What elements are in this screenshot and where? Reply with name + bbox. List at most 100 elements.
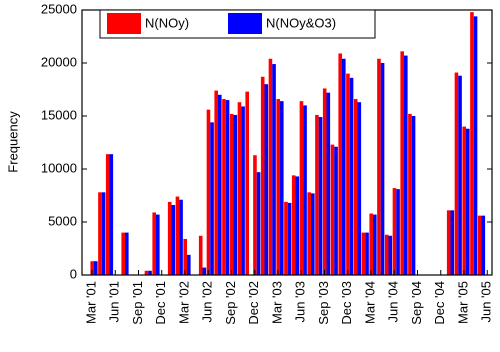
x-tick-label: Dec '03 [339, 281, 354, 325]
bar [241, 106, 245, 276]
bar [179, 199, 183, 275]
bar [462, 126, 466, 275]
bar [477, 215, 482, 275]
bar [198, 235, 203, 275]
bar [98, 192, 102, 275]
bar [295, 176, 300, 275]
bar [346, 73, 350, 275]
bar [466, 128, 470, 275]
bar [144, 270, 149, 275]
bar [315, 114, 319, 275]
x-tick-label: Jun '05 [479, 281, 494, 323]
bar [148, 270, 152, 275]
bar [481, 215, 486, 275]
bar [256, 172, 261, 275]
bar [322, 88, 327, 275]
legend-label: N(NOy&O3) [266, 15, 336, 30]
bar [171, 205, 176, 275]
bar [206, 109, 211, 275]
bar [349, 77, 354, 275]
bar [272, 64, 276, 275]
bar [303, 105, 307, 276]
x-tick-label: Jun '04 [386, 281, 401, 323]
bar [218, 94, 222, 275]
bar [334, 146, 338, 275]
y-tick-label: 10000 [41, 160, 77, 175]
bar [94, 261, 98, 275]
bar [373, 214, 377, 275]
x-tick-label: Sep '03 [316, 281, 331, 325]
bar [276, 99, 280, 275]
bar [377, 58, 381, 276]
bar [156, 214, 160, 275]
x-tick-label: Jun '02 [200, 281, 215, 323]
bar [326, 92, 331, 276]
bar [202, 267, 207, 275]
bar [408, 113, 412, 275]
bar [338, 53, 342, 276]
bar [307, 192, 311, 275]
bar [284, 201, 288, 275]
y-tick-label: 5000 [48, 213, 77, 228]
x-tick-label: Mar '01 [83, 281, 98, 324]
y-tick-label: 25000 [41, 1, 77, 16]
bar [287, 202, 292, 275]
bar [214, 90, 218, 275]
bar [229, 113, 234, 275]
bar [225, 100, 230, 275]
y-axis-label: Frequency [5, 111, 20, 173]
bar [125, 232, 129, 275]
x-tick-label: Mar '04 [362, 281, 377, 324]
bar [388, 235, 393, 275]
bar [353, 99, 358, 275]
x-tick-label: Mar '02 [176, 281, 191, 324]
x-tick-label: Mar '05 [455, 281, 470, 324]
bar [237, 102, 242, 275]
bar [380, 63, 385, 275]
bar [233, 114, 238, 275]
bar [101, 192, 106, 275]
bar [260, 76, 265, 275]
bar [291, 175, 296, 275]
bar [361, 232, 366, 275]
bar [253, 155, 257, 275]
bar [152, 212, 156, 275]
bar [280, 101, 284, 275]
bar [175, 196, 180, 275]
bar [187, 254, 191, 275]
x-tick-label: Jun '01 [107, 281, 122, 323]
x-tick-label: Dec '01 [153, 281, 168, 325]
bar [446, 210, 451, 275]
bar [450, 210, 455, 275]
x-tick-label: Sep '02 [223, 281, 238, 325]
bar [396, 189, 400, 275]
bar [109, 154, 114, 275]
bar [404, 55, 408, 275]
bar [458, 75, 462, 275]
bar [392, 188, 397, 275]
x-tick-label: Mar '03 [269, 281, 284, 324]
bar [470, 12, 474, 276]
bar [411, 116, 416, 275]
x-tick-label: Dec '04 [432, 281, 447, 325]
x-tick-label: Dec '02 [246, 281, 261, 325]
legend-label: N(NOy) [145, 15, 189, 30]
bar [400, 51, 404, 276]
bar [268, 58, 273, 276]
bar [299, 101, 304, 275]
y-tick-label: 0 [70, 266, 77, 281]
bar [167, 201, 172, 275]
bar [121, 232, 125, 275]
bar [384, 234, 389, 275]
bar [318, 117, 323, 275]
x-tick-label: Sep '01 [130, 281, 145, 325]
bar [105, 154, 110, 275]
y-tick-label: 15000 [41, 107, 77, 122]
legend-swatch [228, 13, 262, 34]
bar [90, 261, 94, 275]
y-tick-label: 20000 [41, 54, 77, 69]
bar [210, 122, 214, 275]
bar [330, 144, 335, 275]
bar [365, 232, 369, 275]
